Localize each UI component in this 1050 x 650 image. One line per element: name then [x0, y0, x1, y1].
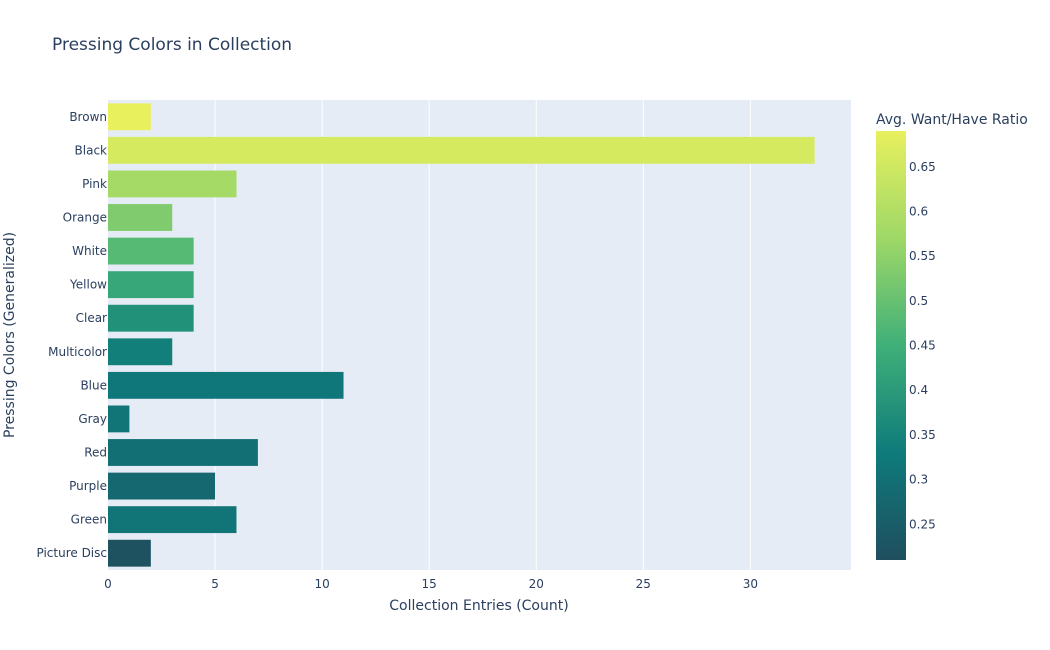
x-tick-label: 20: [529, 577, 544, 591]
y-tick-label: Black: [75, 143, 108, 157]
y-tick-label: Brown: [69, 110, 107, 124]
bar-gray[interactable]: [108, 405, 130, 433]
y-tick-label: Pink: [82, 177, 107, 191]
bar-red[interactable]: [108, 439, 258, 466]
bar-green[interactable]: [108, 506, 237, 534]
y-tick-label: Gray: [78, 412, 107, 426]
colorbar-title: Avg. Want/Have Ratio: [876, 112, 1028, 128]
y-tick-label: Orange: [63, 211, 107, 225]
x-tick-label: 15: [422, 577, 437, 591]
x-tick-labels: 0 5 10 15 20 25 30: [104, 577, 758, 591]
y-tick-labels: Brown Black Pink Orange White Yellow Clear Mult…: [36, 110, 107, 560]
bar-black[interactable]: [108, 136, 815, 164]
y-tick-label: Multicolor: [48, 345, 107, 359]
bar-purple[interactable]: [108, 472, 216, 500]
colorbar-tick-label: 0.55: [909, 249, 936, 263]
colorbar-tick-label: 0.65: [909, 160, 936, 174]
bar-white[interactable]: [108, 237, 194, 265]
x-tick-label: 10: [314, 577, 329, 591]
colorbar: [876, 131, 906, 560]
chart-title: Pressing Colors in Collection: [52, 35, 292, 55]
bar-multicolor[interactable]: [108, 338, 173, 366]
bar-blue[interactable]: [108, 371, 344, 399]
colorbar-tick-label: 0.35: [909, 428, 936, 442]
y-axis-title: Pressing Colors (Generalized): [2, 232, 18, 438]
colorbar-tick-label: 0.3: [909, 473, 928, 487]
colorbar-tick-label: 0.6: [909, 204, 928, 218]
x-tick-label: 5: [211, 577, 219, 591]
x-tick-label: 30: [743, 577, 758, 591]
y-tick-label: White: [72, 244, 107, 258]
bar-yellow[interactable]: [108, 271, 194, 299]
bar-picture-disc[interactable]: [108, 539, 151, 567]
y-tick-label: Blue: [80, 378, 107, 392]
x-tick-label: 0: [104, 577, 112, 591]
colorbar-tick-label: 0.25: [909, 517, 936, 531]
colorbar-tick-labels: 0.25 0.3 0.35 0.4 0.45 0.5 0.55 0.6 0.65: [909, 160, 936, 532]
colorbar-tick-label: 0.45: [909, 339, 936, 353]
x-tick-label: 25: [636, 577, 651, 591]
bar-pink[interactable]: [108, 170, 237, 198]
x-axis-title: Collection Entries (Count): [389, 598, 568, 614]
bar-clear[interactable]: [108, 304, 194, 332]
y-tick-label: Red: [84, 446, 107, 460]
y-tick-label: Yellow: [69, 278, 107, 292]
bars-group: [108, 103, 815, 567]
y-tick-label: Clear: [76, 311, 107, 325]
y-tick-label: Picture Disc: [36, 546, 107, 560]
colorbar-tick-label: 0.4: [909, 383, 928, 397]
y-tick-label: Purple: [69, 479, 107, 493]
colorbar-tick-label: 0.5: [909, 294, 928, 308]
y-tick-label: Green: [71, 513, 107, 527]
bar-orange[interactable]: [108, 204, 173, 231]
bar-brown[interactable]: [108, 103, 151, 131]
